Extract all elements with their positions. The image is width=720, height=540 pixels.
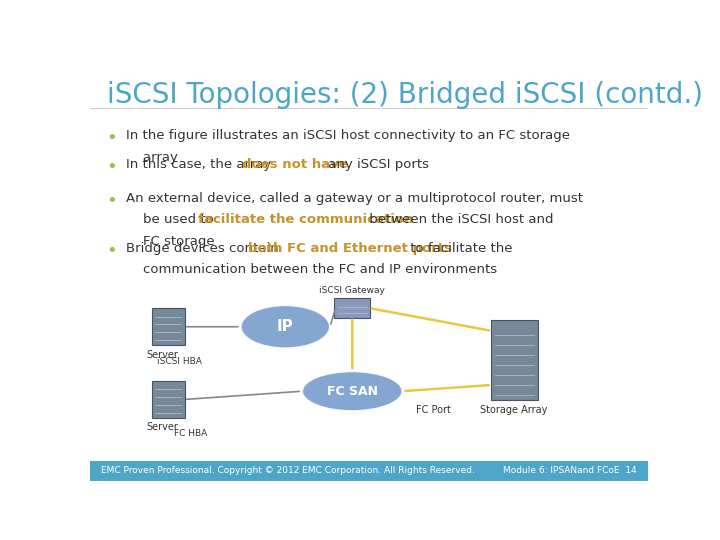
Text: Server: Server — [147, 422, 179, 433]
FancyBboxPatch shape — [152, 381, 184, 418]
Text: Server: Server — [147, 349, 179, 360]
Text: An external device, called a gateway or a multiprotocol router, must: An external device, called a gateway or … — [126, 192, 583, 205]
Text: be used to: be used to — [126, 213, 218, 226]
Text: Module 6: IPSANand FCoE  14: Module 6: IPSANand FCoE 14 — [503, 466, 637, 475]
Text: IP: IP — [277, 319, 294, 334]
Text: FC storage: FC storage — [126, 235, 215, 248]
Text: any iSCSI ports: any iSCSI ports — [324, 158, 429, 171]
FancyBboxPatch shape — [152, 308, 184, 345]
Text: both FC and Ethernet ports: both FC and Ethernet ports — [248, 241, 452, 254]
Text: iSCSI Gateway: iSCSI Gateway — [320, 286, 385, 295]
Text: facilitate the communication: facilitate the communication — [197, 213, 413, 226]
Text: FC Port: FC Port — [415, 404, 451, 415]
Text: FC SAN: FC SAN — [327, 384, 378, 397]
Text: Storage Array: Storage Array — [480, 404, 548, 415]
Text: In the figure illustrates an iSCSI host connectivity to an FC storage: In the figure illustrates an iSCSI host … — [126, 129, 570, 142]
Text: between the iSCSI host and: between the iSCSI host and — [364, 213, 553, 226]
Text: iSCSI HBA: iSCSI HBA — [157, 357, 202, 366]
Text: array: array — [126, 151, 178, 164]
FancyBboxPatch shape — [334, 299, 370, 318]
Ellipse shape — [240, 305, 330, 348]
Text: does not have: does not have — [242, 158, 348, 171]
Text: iSCSI Topologies: (2) Bridged iSCSI (contd.): iSCSI Topologies: (2) Bridged iSCSI (con… — [107, 82, 703, 110]
Text: •: • — [107, 158, 117, 177]
Text: •: • — [107, 241, 117, 260]
Text: FC HBA: FC HBA — [174, 429, 207, 438]
Text: In this case, the array: In this case, the array — [126, 158, 276, 171]
FancyBboxPatch shape — [490, 320, 538, 400]
Text: •: • — [107, 129, 117, 147]
Text: to facilitate the: to facilitate the — [406, 241, 513, 254]
Text: communication between the FC and IP environments: communication between the FC and IP envi… — [126, 263, 498, 276]
Ellipse shape — [302, 371, 402, 411]
Bar — [90, 461, 648, 481]
Text: EMC Proven Professional. Copyright © 2012 EMC Corporation. All Rights Reserved.: EMC Proven Professional. Copyright © 201… — [101, 466, 475, 475]
Text: •: • — [107, 192, 117, 210]
Text: Bridge devices contain: Bridge devices contain — [126, 241, 283, 254]
